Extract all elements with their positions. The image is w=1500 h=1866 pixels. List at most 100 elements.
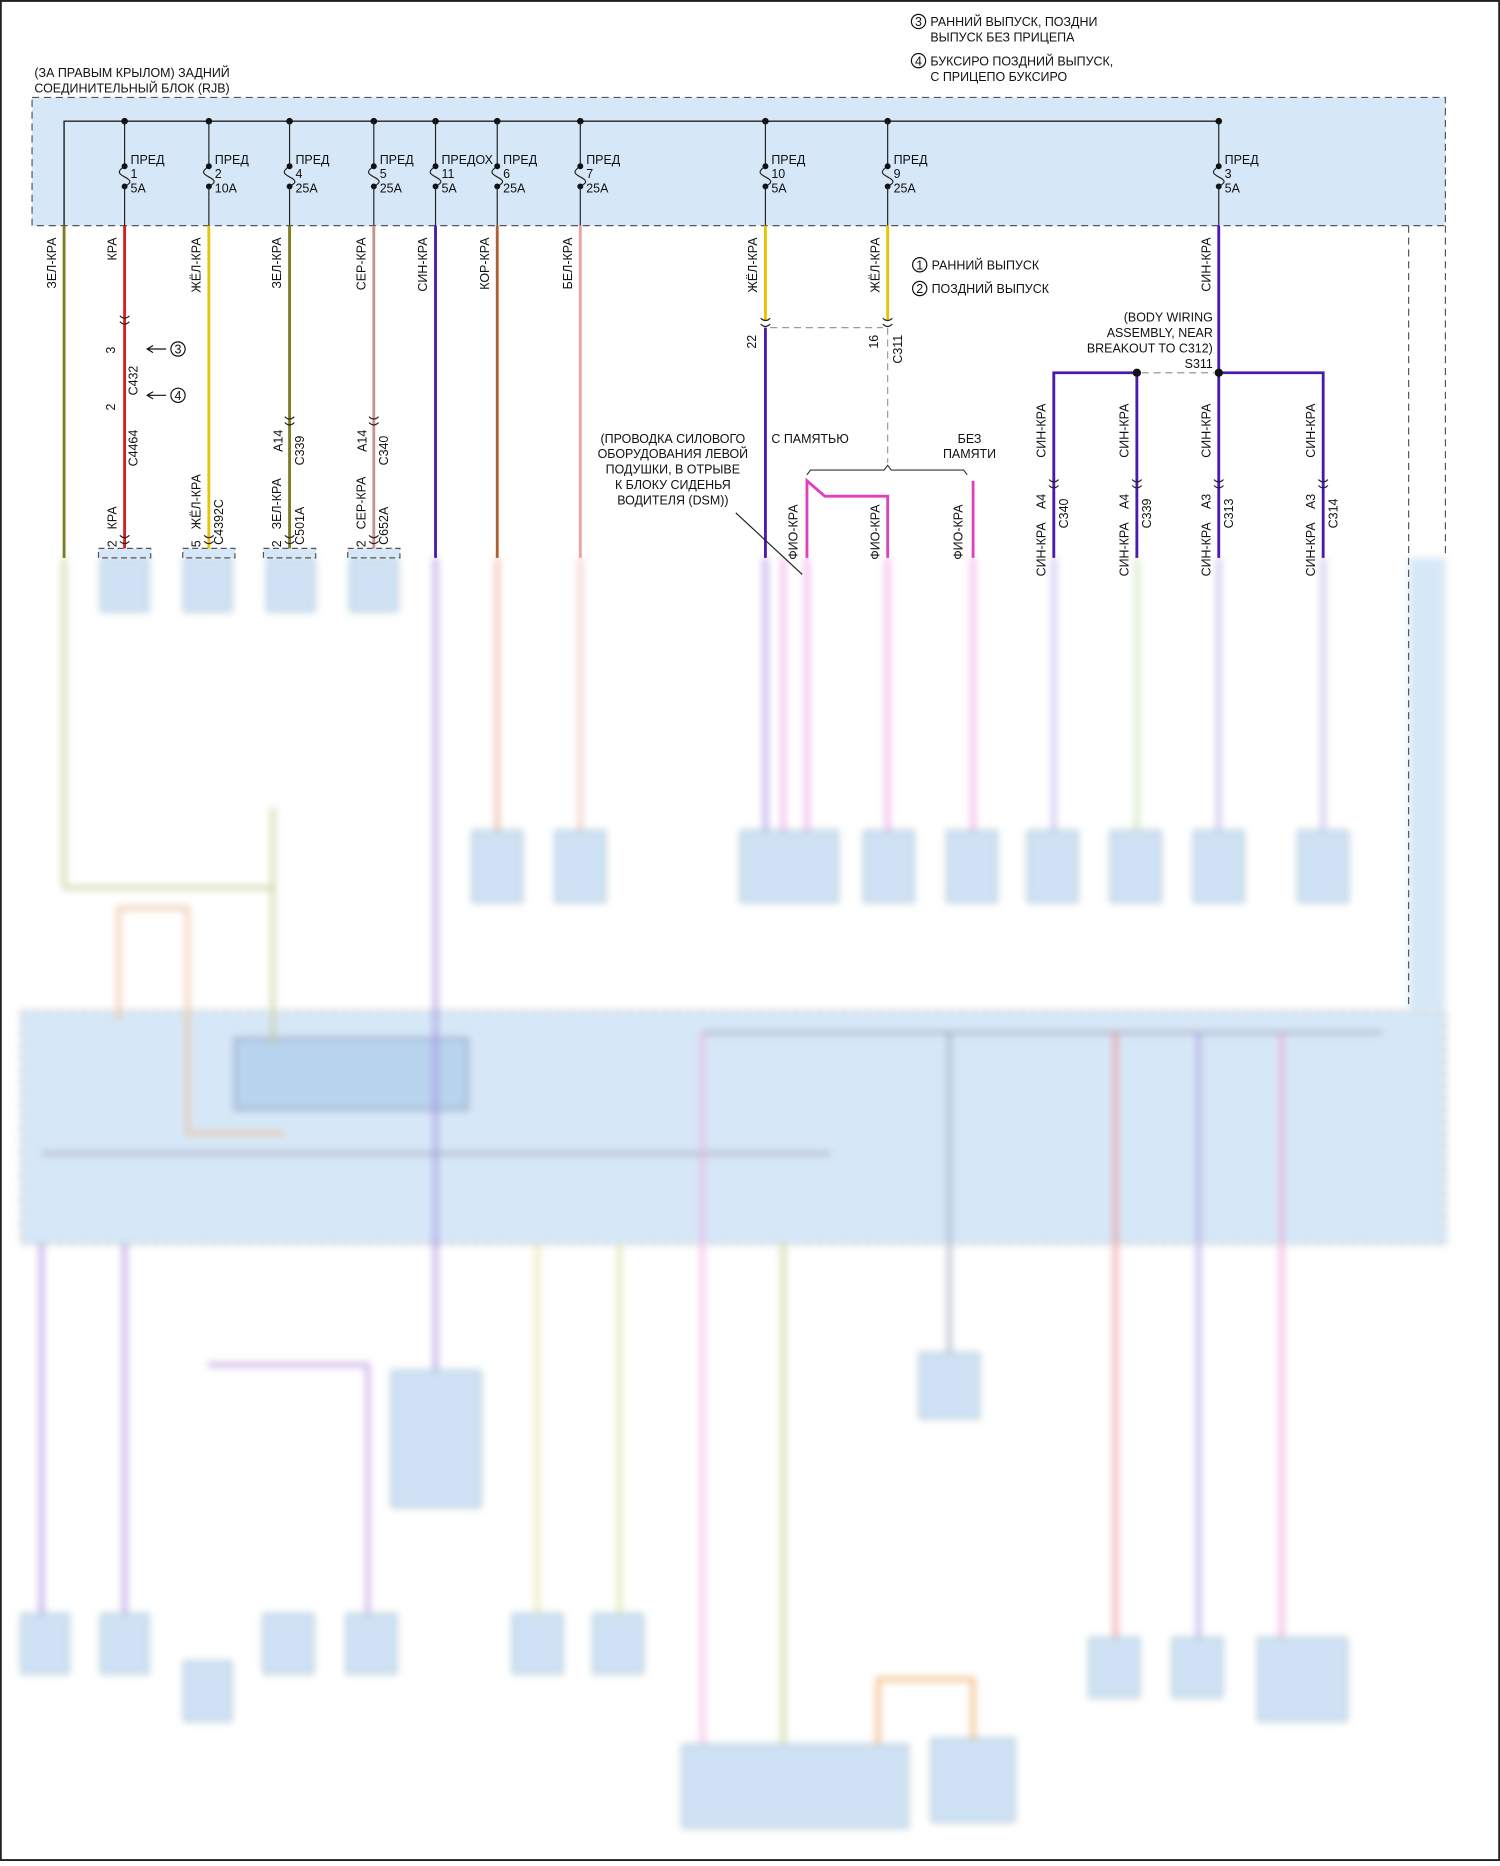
fuse-icon[interactable] — [759, 165, 772, 187]
fuse-rating: 5A — [771, 181, 787, 195]
dsm-note: ОБОРУДОВАНИЯ ЛЕВОЙ — [598, 446, 749, 461]
wire-label: СЕР-КРА — [355, 237, 369, 290]
fuse-icon[interactable] — [491, 165, 504, 187]
fuse-label: ПРЕД — [295, 153, 330, 167]
note-marker-icon — [911, 257, 928, 273]
fuse-icon[interactable] — [1212, 165, 1225, 187]
block-title: СОЕДИНИТЕЛЬНЫЙ БЛОК (RJB) — [34, 81, 229, 96]
fuse-number: 3 — [1225, 167, 1232, 181]
block-title: (ЗА ПРАВЫМ КРЫЛОМ) ЗАДНИЙ — [34, 65, 229, 80]
fuse-icon[interactable] — [202, 165, 215, 187]
note-number: 1 — [916, 259, 923, 273]
note-text: РАННИЙ ВЫПУСК, ПОЗДНИ — [930, 14, 1097, 29]
wire-label: ЖЁЛ-КРА — [868, 237, 882, 293]
connector-icon — [760, 317, 771, 328]
note-marker-icon — [170, 387, 186, 404]
wire — [1052, 371, 1137, 558]
note-ref: 3 — [175, 343, 182, 357]
bus-junction — [205, 117, 213, 125]
fuse-number: 2 — [215, 167, 222, 181]
connector-name: C314 — [1326, 498, 1340, 528]
component-block — [262, 547, 317, 559]
fuse-number: 11 — [441, 167, 454, 181]
connector-name: C4464 — [127, 430, 141, 467]
connector-name: C311 — [891, 335, 905, 364]
connector-pin: A3 — [1304, 494, 1318, 509]
fuse-label: ПРЕД — [380, 153, 415, 167]
bus-junction — [493, 117, 501, 125]
bus-junction — [1215, 117, 1223, 125]
fuse-icon[interactable] — [367, 165, 380, 187]
wire-label: ЖЁЛ-КРА — [746, 237, 760, 293]
option-brace — [806, 464, 968, 476]
note-marker-icon — [911, 280, 928, 297]
connector-name: C313 — [1222, 498, 1236, 528]
wire-label: СЕР-КРА — [355, 476, 369, 529]
wire-label: СИН-КРА — [1118, 403, 1132, 458]
splice-note: ASSEMBLY, NEAR — [1107, 326, 1213, 340]
wire-label: СИН-КРА — [1199, 403, 1213, 458]
note-text: БУКСИРО ПОЗДНИЙ ВЫПУСК, — [930, 53, 1113, 68]
splice-dot — [1214, 368, 1223, 377]
fuse-icon[interactable] — [283, 165, 296, 187]
bus-junction — [762, 117, 769, 125]
fuse-rating: 5A — [131, 181, 147, 195]
note-text: РАННИЙ ВЫПУСК — [932, 258, 1040, 273]
wire-label: СИН-КРА — [1034, 403, 1048, 458]
note-marker-icon — [170, 341, 186, 357]
connector-pin: 16 — [867, 335, 881, 349]
fuse-label: ПРЕД — [503, 153, 538, 167]
fuse-number: 10 — [771, 167, 785, 181]
fuse-number: 9 — [894, 167, 901, 181]
connector-name: C339 — [1140, 498, 1154, 528]
fuse-number: 7 — [586, 167, 593, 181]
splice-note: BREAKOUT TO C312) — [1087, 342, 1213, 356]
fuse-terminal — [432, 163, 439, 170]
connector-name: C340 — [1057, 498, 1071, 528]
dsm-note: (ПРОВОДКА СИЛОВОГО — [601, 432, 746, 446]
connector-name: C339 — [293, 436, 307, 466]
fuse-terminal — [494, 163, 501, 170]
fuse-icon[interactable] — [429, 165, 442, 187]
fuse-rating: 10A — [215, 181, 238, 195]
fuse-terminal — [286, 163, 293, 170]
fuse-label: ПРЕД — [771, 153, 806, 167]
memory-option-label: БЕЗ — [958, 432, 982, 446]
fuse-terminal — [205, 183, 212, 190]
connector-pin: A4 — [1034, 494, 1048, 509]
connector-pin: 3 — [104, 347, 118, 354]
fuse-terminal — [884, 163, 891, 170]
wire-label: ЗЕЛ-КРА — [270, 237, 284, 289]
rjb-block — [31, 96, 1447, 227]
fuse-icon[interactable] — [881, 165, 894, 187]
fuse-label: ПРЕД — [1225, 153, 1260, 167]
connector-pin: 2 — [105, 540, 119, 547]
splice-dot — [1132, 368, 1142, 377]
note-number: 2 — [916, 282, 923, 296]
fuse-rating: 25A — [503, 181, 526, 195]
fuse-terminal — [1215, 163, 1222, 170]
fuse-terminal — [577, 183, 584, 190]
note-marker-icon — [910, 52, 927, 69]
fuse-label: ПРЕДОХ — [441, 153, 493, 167]
connector-pin: 2 — [104, 404, 118, 411]
wire-label: СИН-КРА — [1034, 522, 1048, 577]
bus-junction — [370, 117, 378, 125]
fuse-number: 6 — [503, 167, 510, 181]
connector-icon — [1318, 479, 1329, 489]
splice-note: (BODY WIRING — [1124, 311, 1213, 325]
bus-junction — [286, 117, 293, 125]
fuse-icon[interactable] — [574, 165, 587, 187]
memory-option-label: ПАМЯТИ — [943, 447, 996, 461]
wire-label: СИН-КРА — [416, 237, 430, 292]
wire-label: СИН-КРА — [1304, 522, 1318, 577]
fuse-terminal — [762, 163, 769, 170]
fuse-icon[interactable] — [118, 165, 131, 187]
fuse-rating: 5A — [1225, 181, 1241, 195]
connector-icon — [203, 534, 215, 545]
note-number: 3 — [915, 15, 922, 29]
wire-label: СИН-КРА — [1199, 237, 1213, 292]
component-block — [347, 547, 401, 559]
note-text: ПОЗДНИЙ ВЫПУСК — [932, 281, 1050, 296]
connector-pin: 22 — [745, 335, 759, 349]
